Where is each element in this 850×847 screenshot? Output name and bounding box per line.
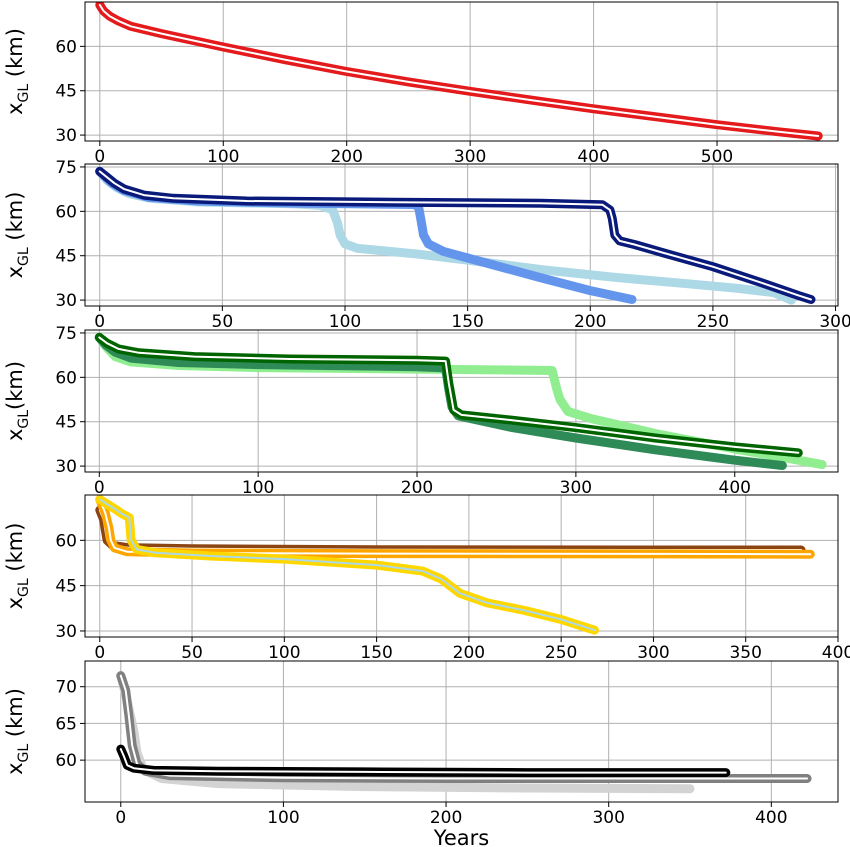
y-axis-label: xGL(km) [3,361,32,441]
y-axis-label: xGL (km) [3,688,32,775]
y-axis-label-main: x [3,102,27,114]
y-axis-label-unit: (km) [3,361,27,410]
x-tick-label: 400 [577,147,609,167]
x-tick-label: 100 [207,147,239,167]
x-tick-label: 50 [181,643,203,663]
plot-frame [84,494,839,638]
y-axis-label-unit: (km) [3,192,27,248]
series-1-line [95,505,806,555]
y-axis-label-subscript: GL [16,744,32,763]
plot-frame [84,163,839,307]
x-tick-label: 200 [430,808,462,828]
y-axis-label-unit: (km) [3,28,27,84]
chart-panel-5: 0 100 200 300 400 60 65 70 xGL (km) Years [3,660,839,847]
series-1-inner-line [98,509,803,551]
chart-panel-2: 0 50 100 150 200 250 300 30 45 60 75 xGL (km) [3,158,850,332]
series-1-line [95,166,796,305]
x-tick-label: 100 [329,312,361,332]
y-tick-label: 60 [55,751,77,771]
series-1-line [95,2,823,141]
plot-frame [84,329,839,473]
y-axis-label-main: x [3,429,27,441]
x-tick-label: 0 [94,478,105,498]
x-tick-label: 400 [822,643,850,663]
x-tick-label: 200 [453,643,485,663]
x-tick-label: 100 [242,478,274,498]
y-tick-label: 60 [55,202,77,222]
series-2-inner-line [119,674,809,780]
y-axis-label-subscript: GL [16,410,32,429]
x-tick-label: 300 [560,478,592,498]
y-tick-label: 30 [55,457,77,477]
series-3-inner-line [119,748,727,774]
series-3-line [94,332,803,458]
series-2-inner-line [98,170,633,301]
x-tick-label: 300 [637,643,669,663]
y-axis-label-subscript: GL [16,578,32,597]
x-tick-label: 0 [94,312,105,332]
y-tick-label: 30 [55,291,77,311]
series-3-line [116,744,731,778]
x-tick-label: 100 [267,808,299,828]
y-axis-label-main: x [3,597,27,609]
y-axis-label: xGL (km) [3,523,32,610]
x-tick-label: 350 [729,643,761,663]
y-axis-label-unit: (km) [3,523,27,579]
y-tick-label: 45 [55,413,77,433]
x-tick-label: 50 [212,312,234,332]
series-2-inner-line [98,498,812,556]
x-tick-label: 150 [451,312,483,332]
y-tick-label: 45 [55,577,77,597]
y-tick-label: 75 [55,158,77,178]
series-2-line [116,671,812,783]
series-3-inner-line [98,336,800,454]
y-tick-label: 30 [55,126,77,146]
y-tick-label: 60 [55,368,77,388]
y-axis-label-subscript: GL [16,247,32,266]
x-tick-label: 400 [755,808,787,828]
series-3-line [95,166,816,304]
chart-panel-4: 0 50 100 150 200 250 300 350 400 30 45 60 xGL (km) [3,494,850,663]
x-axis-label: Years [433,826,489,847]
x-tick-label: 300 [819,312,850,332]
x-tick-label: 250 [697,312,729,332]
y-tick-label: 45 [55,82,77,102]
x-tick-label: 200 [330,147,362,167]
chart-panel-3: 0 100 200 300 400 30 45 60 75 xGL(km) [3,324,839,498]
chart-panel-1: 0 100 200 300 400 500 30 45 60 xGL (km) [3,1,839,167]
x-tick-label: 100 [268,643,300,663]
x-tick-label: 150 [360,643,392,663]
series-3-inner-line [98,498,596,632]
x-tick-label: 300 [454,147,486,167]
y-tick-label: 75 [55,324,77,344]
x-tick-label: 0 [94,643,105,663]
plot-frame [84,1,839,142]
y-tick-label: 60 [55,531,77,551]
x-tick-label: 300 [592,808,624,828]
x-tick-label: 200 [574,312,606,332]
y-axis-label-unit: (km) [3,688,27,744]
y-axis-label-main: x [3,266,27,278]
y-axis-label: xGL (km) [3,192,32,279]
y-axis-label: xGL (km) [3,28,32,115]
y-tick-label: 60 [55,37,77,57]
x-tick-label: 0 [115,808,126,828]
y-tick-label: 45 [55,247,77,267]
y-tick-label: 30 [55,622,77,642]
y-tick-label: 70 [55,678,77,698]
y-axis-label-subscript: GL [16,84,32,103]
x-tick-label: 0 [94,147,105,167]
y-tick-label: 65 [55,714,77,734]
series-1-inner-line [98,4,820,137]
x-tick-label: 200 [401,478,433,498]
y-axis-label-main: x [3,762,27,774]
x-tick-label: 400 [719,478,751,498]
x-tick-label: 500 [701,147,733,167]
plot-frame [84,660,839,803]
x-tick-label: 250 [545,643,577,663]
series-3-inner-line [98,170,812,301]
